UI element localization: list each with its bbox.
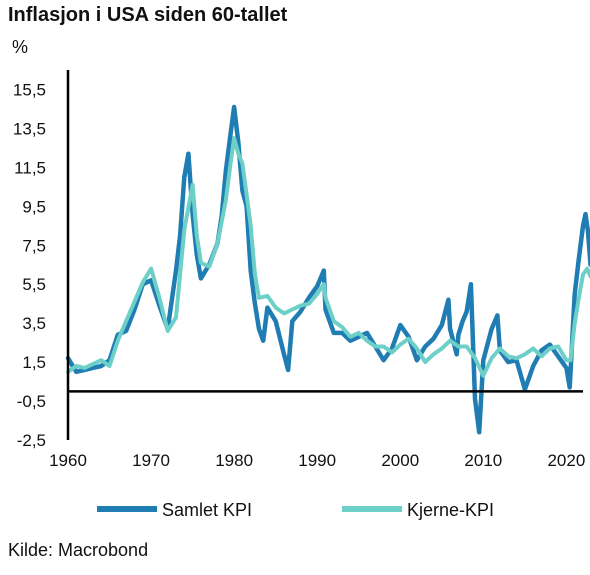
- y-tick-label: 13,5: [13, 119, 46, 138]
- y-unit-label: %: [12, 37, 29, 57]
- source-note: Kilde: Macrobond: [8, 540, 149, 560]
- x-axis-ticks: 1960 1970 1980 1990 2000 2010 2020: [49, 451, 585, 470]
- series-layer: [65, 104, 590, 435]
- y-axis-ticks: -2,5 -0,5 1,5 3,5 5,5 7,5 9,5 11,5 13,5 15,5: [13, 80, 46, 450]
- y-tick-label: 15,5: [13, 80, 46, 99]
- x-tick-label: 2020: [547, 451, 585, 470]
- y-tick-label: 11,5: [14, 158, 46, 177]
- x-tick-label: 1970: [132, 451, 170, 470]
- legend-label-samlet: Samlet KPI: [162, 500, 252, 520]
- y-tick-label: 7,5: [22, 236, 46, 255]
- y-tick-label: 5,5: [22, 275, 46, 294]
- series-line-samlet-kpi: [65, 104, 590, 435]
- y-tick-label: -2,5: [17, 431, 46, 450]
- y-tick-label: 3,5: [22, 314, 46, 333]
- x-tick-label: 1960: [49, 451, 87, 470]
- series-line-kjerne-kpi: [66, 136, 590, 378]
- chart-title: Inflasjon i USA siden 60-tallet: [8, 4, 288, 26]
- y-tick-label: -0,5: [17, 392, 46, 411]
- legend: Samlet KPI Kjerne-KPI: [97, 500, 494, 520]
- x-tick-label: 1980: [215, 451, 253, 470]
- x-tick-label: 2010: [464, 451, 502, 470]
- x-tick-label: 2000: [381, 451, 419, 470]
- y-tick-label: 1,5: [22, 353, 46, 372]
- legend-label-kjerne: Kjerne-KPI: [407, 500, 494, 520]
- line-chart: -2,5 -0,5 1,5 3,5 5,5 7,5 9,5 11,5 13,5 15,5 1960…: [13, 70, 590, 520]
- y-tick-label: 9,5: [22, 197, 46, 216]
- x-tick-label: 1990: [298, 451, 336, 470]
